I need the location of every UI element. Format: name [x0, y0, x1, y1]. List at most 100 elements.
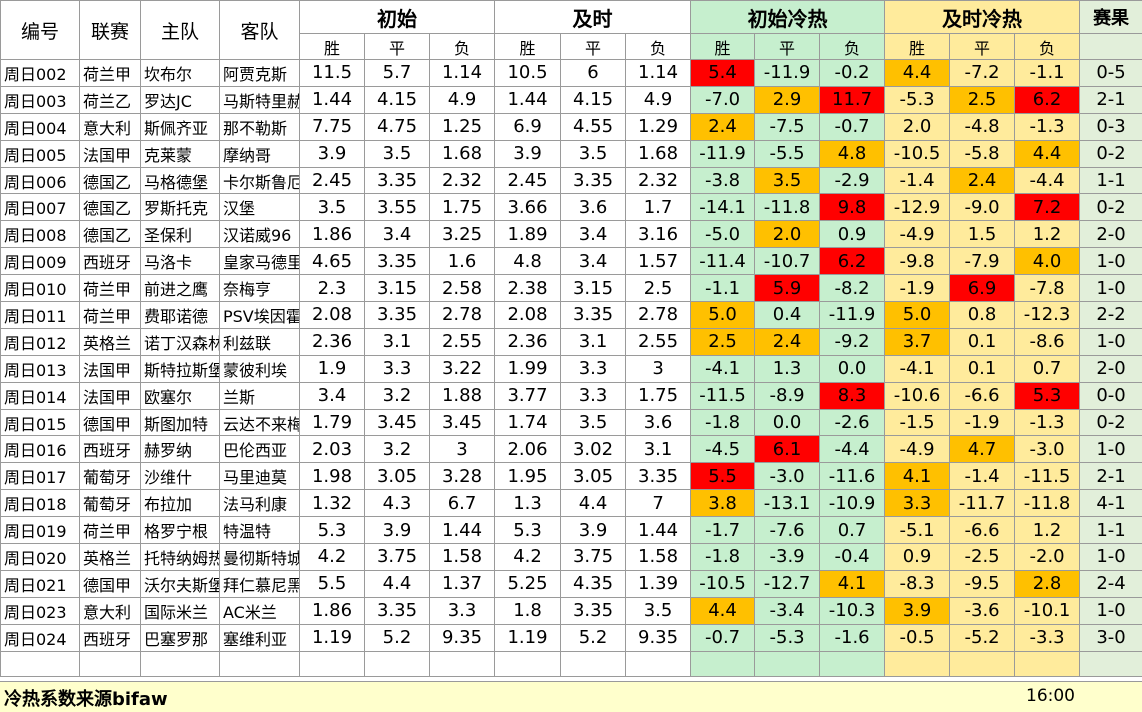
league-name[interactable]: 法国甲 [80, 355, 141, 382]
live-hotcold-win[interactable]: -12.9 [885, 194, 950, 221]
live-hotcold-win[interactable]: 4.4 [885, 60, 950, 87]
subheader-live-draw[interactable]: 平 [561, 34, 626, 60]
live-hotcold-win[interactable]: -5.1 [885, 517, 950, 544]
initial-odds-draw[interactable]: 3.35 [365, 302, 430, 329]
live-odds-win[interactable]: 2.38 [495, 275, 561, 302]
initial-hotcold-win[interactable]: 2.5 [691, 328, 755, 355]
live-odds-loss[interactable]: 2.32 [626, 167, 691, 194]
league-name[interactable]: 荷兰甲 [80, 302, 141, 329]
initial-hotcold-win[interactable]: -11.9 [691, 140, 755, 167]
live-hotcold-loss[interactable]: -2.0 [1015, 544, 1080, 571]
initial-odds-loss[interactable]: 2.58 [430, 275, 495, 302]
empty-cell[interactable] [430, 651, 495, 676]
live-hotcold-draw[interactable]: -3.6 [950, 597, 1015, 624]
initial-hotcold-win[interactable]: -4.5 [691, 436, 755, 463]
initial-hotcold-win[interactable]: -5.0 [691, 221, 755, 248]
initial-odds-loss[interactable]: 1.25 [430, 113, 495, 140]
initial-odds-draw[interactable]: 3.1 [365, 328, 430, 355]
initial-hotcold-win[interactable]: 4.4 [691, 597, 755, 624]
league-name[interactable]: 德国乙 [80, 221, 141, 248]
match-result[interactable]: 0-3 [1080, 113, 1142, 140]
subheader-result[interactable] [1080, 34, 1142, 60]
initial-hotcold-loss[interactable]: -2.9 [820, 167, 885, 194]
match-code[interactable]: 周日019 [1, 517, 80, 544]
empty-cell[interactable] [1015, 651, 1080, 676]
live-hotcold-win[interactable]: -10.6 [885, 382, 950, 409]
initial-hotcold-draw[interactable]: -8.9 [755, 382, 820, 409]
match-result[interactable]: 0-2 [1080, 194, 1142, 221]
initial-hotcold-loss[interactable]: -2.6 [820, 409, 885, 436]
live-odds-loss[interactable]: 4.9 [626, 86, 691, 113]
initial-hotcold-loss[interactable]: 4.8 [820, 140, 885, 167]
initial-hotcold-draw[interactable]: 0.0 [755, 409, 820, 436]
live-odds-draw[interactable]: 3.5 [561, 140, 626, 167]
live-odds-draw[interactable]: 4.15 [561, 86, 626, 113]
empty-cell[interactable] [1, 651, 80, 676]
initial-hotcold-draw[interactable]: -13.1 [755, 490, 820, 517]
live-hotcold-win[interactable]: -1.5 [885, 409, 950, 436]
live-hotcold-draw[interactable]: 0.8 [950, 302, 1015, 329]
match-result[interactable]: 1-0 [1080, 248, 1142, 275]
initial-odds-win[interactable]: 3.9 [300, 140, 365, 167]
away-team[interactable]: PSV埃因霍温 [220, 302, 300, 329]
initial-hotcold-win[interactable]: -1.7 [691, 517, 755, 544]
live-hotcold-win[interactable]: 2.0 [885, 113, 950, 140]
home-team[interactable]: 罗达JC [141, 86, 220, 113]
away-team[interactable]: 马斯特里赫 [220, 86, 300, 113]
initial-hotcold-loss[interactable]: -0.2 [820, 60, 885, 87]
empty-cell[interactable] [141, 651, 220, 676]
live-odds-win[interactable]: 1.95 [495, 463, 561, 490]
empty-cell[interactable] [626, 651, 691, 676]
away-team[interactable]: 巴伦西亚 [220, 436, 300, 463]
match-result[interactable]: 1-1 [1080, 517, 1142, 544]
initial-odds-draw[interactable]: 3.3 [365, 355, 430, 382]
live-odds-loss[interactable]: 1.39 [626, 570, 691, 597]
live-odds-draw[interactable]: 4.55 [561, 113, 626, 140]
home-team[interactable]: 托特纳姆热刺 [141, 544, 220, 571]
initial-odds-draw[interactable]: 4.15 [365, 86, 430, 113]
header-league[interactable]: 联赛 [80, 1, 141, 60]
initial-odds-loss[interactable]: 9.35 [430, 624, 495, 651]
away-team[interactable]: 蒙彼利埃 [220, 355, 300, 382]
match-code[interactable]: 周日010 [1, 275, 80, 302]
league-name[interactable]: 英格兰 [80, 328, 141, 355]
league-name[interactable]: 荷兰乙 [80, 86, 141, 113]
home-team[interactable]: 斯图加特 [141, 409, 220, 436]
match-result[interactable]: 1-0 [1080, 436, 1142, 463]
initial-hotcold-loss[interactable]: -10.3 [820, 597, 885, 624]
live-hotcold-draw[interactable]: -2.5 [950, 544, 1015, 571]
live-odds-draw[interactable]: 3.35 [561, 302, 626, 329]
live-hotcold-loss[interactable]: -12.3 [1015, 302, 1080, 329]
away-team[interactable]: 摩纳哥 [220, 140, 300, 167]
away-team[interactable]: 利兹联 [220, 328, 300, 355]
live-hotcold-loss[interactable]: -7.8 [1015, 275, 1080, 302]
live-odds-draw[interactable]: 3.9 [561, 517, 626, 544]
live-odds-draw[interactable]: 6 [561, 60, 626, 87]
away-team[interactable]: 曼彻斯特城 [220, 544, 300, 571]
live-odds-loss[interactable]: 3.5 [626, 597, 691, 624]
initial-hotcold-loss[interactable]: 8.3 [820, 382, 885, 409]
live-hotcold-win[interactable]: 3.3 [885, 490, 950, 517]
initial-hotcold-loss[interactable]: -10.9 [820, 490, 885, 517]
live-odds-win[interactable]: 1.8 [495, 597, 561, 624]
live-odds-win[interactable]: 6.9 [495, 113, 561, 140]
initial-odds-draw[interactable]: 4.3 [365, 490, 430, 517]
live-hotcold-draw[interactable]: -9.0 [950, 194, 1015, 221]
home-team[interactable]: 布拉加 [141, 490, 220, 517]
live-odds-draw[interactable]: 3.4 [561, 221, 626, 248]
initial-odds-loss[interactable]: 3.25 [430, 221, 495, 248]
league-name[interactable]: 德国乙 [80, 167, 141, 194]
initial-odds-win[interactable]: 1.19 [300, 624, 365, 651]
live-hotcold-win[interactable]: -4.9 [885, 436, 950, 463]
live-odds-loss[interactable]: 7 [626, 490, 691, 517]
live-hotcold-draw[interactable]: 4.7 [950, 436, 1015, 463]
league-name[interactable]: 法国甲 [80, 382, 141, 409]
live-odds-draw[interactable]: 3.02 [561, 436, 626, 463]
live-odds-win[interactable]: 2.45 [495, 167, 561, 194]
live-hotcold-loss[interactable]: -1.3 [1015, 409, 1080, 436]
initial-odds-win[interactable]: 1.44 [300, 86, 365, 113]
live-hotcold-loss[interactable]: 0.7 [1015, 355, 1080, 382]
initial-hotcold-loss[interactable]: 0.9 [820, 221, 885, 248]
header-home[interactable]: 主队 [141, 1, 220, 60]
subheader-nh-loss[interactable]: 负 [1015, 34, 1080, 60]
